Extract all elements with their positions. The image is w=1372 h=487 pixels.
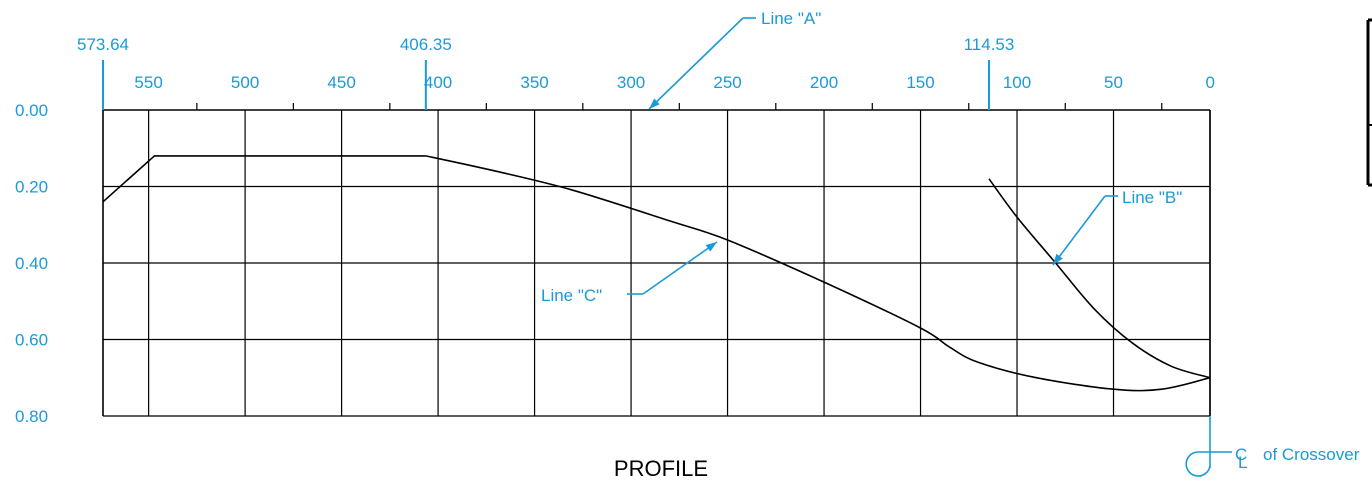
station-mark-label: 406.35 [400, 35, 452, 54]
callout-line-b-label: Line "B" [1122, 188, 1182, 207]
x-tick-label: 550 [134, 73, 162, 92]
x-tick-label: 400 [424, 73, 452, 92]
y-tick-label: 0.20 [15, 178, 48, 197]
station-mark-label: 114.53 [964, 35, 1015, 54]
annotations: 573.64 406.35 114.53 Line "A" Line "B" Line "… [77, 9, 1360, 477]
y-tick-label: 0.80 [15, 407, 48, 426]
centerline-loop [1185, 451, 1211, 477]
y-tick-label: 0.40 [15, 254, 48, 273]
callout-line-c-label: Line "C" [541, 286, 602, 305]
callout-line-b-leader [1052, 195, 1106, 266]
profile-title: PROFILE [614, 456, 708, 481]
x-tick-label: 200 [810, 73, 838, 92]
x-tick-label: 500 [231, 73, 259, 92]
line-c-curve [425, 155, 1211, 392]
x-tick-label: 150 [906, 73, 934, 92]
callout-line-a-label: Line "A" [761, 9, 821, 28]
line-b-curve [988, 178, 1211, 379]
x-tick-label: 100 [1003, 73, 1031, 92]
callout-line-a-leader-head [649, 98, 660, 109]
x-tick-label: 250 [713, 73, 741, 92]
station-mark-label: 573.64 [77, 35, 129, 54]
y-tick-label: 0.00 [15, 101, 48, 120]
callout-line-b-leader-head [1053, 253, 1063, 265]
x-tick-label: 300 [617, 73, 645, 92]
centerline-symbol: C [1235, 445, 1247, 464]
x-tick-label: 50 [1104, 73, 1123, 92]
callout-line-c-leader [642, 241, 718, 295]
table-fragment [1366, 18, 1372, 187]
centerline-symbol-l: L [1238, 453, 1247, 472]
line-c-flat-segment [102, 155, 426, 203]
x-tick-label: 0 [1206, 73, 1215, 92]
y-tick-label: 0.60 [15, 331, 48, 350]
profile-grid [102, 103, 1211, 417]
callout-line-a-leader [648, 17, 744, 110]
callout-line-c-leader-head [705, 242, 717, 252]
x-tick-label: 450 [327, 73, 355, 92]
profile-curves [102, 155, 1211, 392]
centerline-label: of Crossover [1263, 445, 1360, 464]
x-tick-label: 350 [520, 73, 548, 92]
